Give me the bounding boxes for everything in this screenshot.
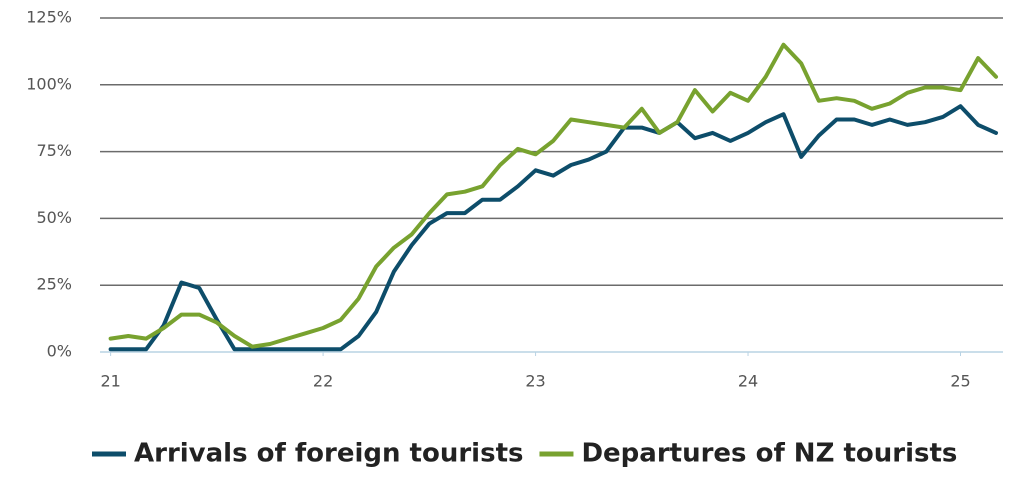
y-tick-label: 100% bbox=[26, 74, 72, 93]
series-line bbox=[108, 42, 998, 349]
x-tick-label: 21 bbox=[100, 372, 120, 391]
y-tick-label: 25% bbox=[36, 275, 72, 294]
series-line bbox=[108, 104, 998, 352]
legend-label: Arrivals of foreign tourists bbox=[134, 439, 523, 469]
x-tick-label: 25 bbox=[950, 372, 970, 391]
y-tick-label: 125% bbox=[26, 8, 72, 27]
x-tick-label: 24 bbox=[738, 372, 758, 391]
y-tick-label: 75% bbox=[36, 141, 72, 160]
legend-label: Departures of NZ tourists bbox=[581, 439, 957, 469]
x-tick-label: 22 bbox=[313, 372, 333, 391]
y-tick-label: 50% bbox=[36, 208, 72, 227]
x-tick-label: 23 bbox=[525, 372, 545, 391]
y-tick-label: 0% bbox=[47, 342, 72, 361]
